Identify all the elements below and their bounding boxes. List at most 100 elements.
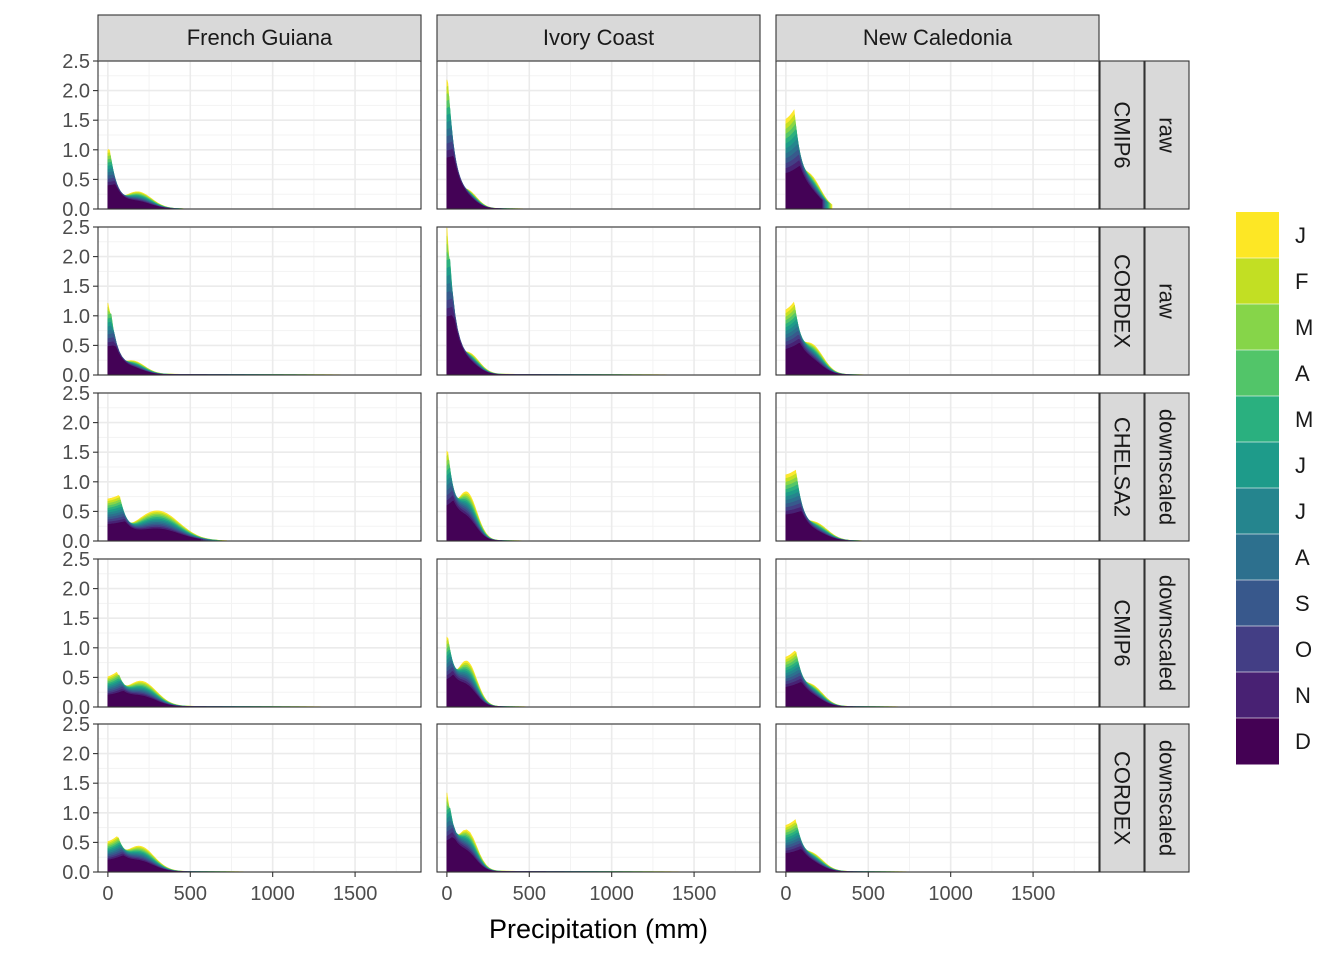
legend-color-swatch [1236, 442, 1279, 489]
column-strip: New Caledonia [775, 14, 1100, 62]
panel-border [775, 60, 1100, 210]
y-tick-label: 2.0 [62, 579, 90, 601]
legend-color-swatch [1236, 396, 1279, 443]
row-strip-source-bg [1099, 60, 1145, 210]
legend-label: M [1295, 315, 1313, 340]
legend-color-swatch [1236, 718, 1279, 765]
legend-label: S [1295, 591, 1310, 616]
row-strip-type-bg [1144, 392, 1190, 542]
y-tick-label: 0.0 [62, 697, 90, 719]
column-strip-bg [775, 14, 1100, 62]
row-strip: CORDEX raw [1099, 226, 1190, 376]
legend-color-swatch [1236, 534, 1279, 581]
panel [776, 392, 1099, 542]
legend-label: D [1295, 729, 1311, 754]
y-tick-label: 1.5 [62, 442, 90, 464]
row-strip-source-label: CMIP6 [1110, 599, 1135, 666]
row-strip-source-bg [1099, 392, 1145, 542]
row-strip-type-label: raw [1155, 117, 1180, 153]
y-tick-label: 1.0 [62, 472, 90, 494]
y-tick-label: 1.0 [62, 803, 90, 825]
y-tick-label: 0.5 [62, 169, 90, 191]
legend-label: J [1295, 499, 1306, 524]
x-tick-label: 1000 [589, 883, 634, 905]
panel-border [97, 558, 422, 708]
y-tick-label: 1.0 [62, 306, 90, 328]
legend-label: J [1295, 223, 1306, 248]
column-strip: French Guiana [97, 14, 422, 62]
panel [437, 226, 760, 376]
y-tick-label: 2.0 [62, 247, 90, 269]
month-density-area [785, 511, 848, 542]
panel-border [97, 226, 422, 376]
panel [437, 558, 760, 708]
y-tick-label: 0.5 [62, 335, 90, 357]
column-strip-label: Ivory Coast [543, 25, 654, 50]
y-tick-label: 0.5 [62, 501, 90, 523]
legend-label: A [1295, 361, 1310, 386]
row-strip-type-bg [1144, 723, 1190, 873]
panel-border [436, 60, 761, 210]
y-tick-label: 0.0 [62, 365, 90, 387]
panel-border [436, 723, 761, 873]
panel-border [436, 392, 761, 542]
x-tick-label: 0 [102, 883, 113, 905]
legend-label: M [1295, 407, 1313, 432]
legend-color-swatch [1236, 350, 1279, 397]
panel [98, 60, 421, 210]
legend-color-swatch [1236, 580, 1279, 627]
panel-border [436, 226, 761, 376]
row-strip: CHELSA2 downscaled [1099, 392, 1190, 542]
column-strip-bg [436, 14, 761, 62]
panel-border [436, 558, 761, 708]
column-strip-label: New Caledonia [863, 25, 1013, 50]
column-strip: Ivory Coast [436, 14, 761, 62]
y-tick-label: 0.5 [62, 832, 90, 854]
panel-border [97, 60, 422, 210]
panel [776, 226, 1099, 376]
month-density-area [107, 521, 201, 542]
y-tick-label: 2.5 [62, 51, 90, 73]
panel [437, 60, 760, 210]
row-strip-type-label: downscaled [1155, 740, 1180, 856]
legend-color-swatch [1236, 488, 1279, 535]
panel [776, 723, 1099, 873]
x-tick-label: 500 [852, 883, 885, 905]
legend-color-swatch [1236, 304, 1279, 351]
row-strip-source-bg [1099, 558, 1145, 708]
x-tick-label: 1500 [672, 883, 717, 905]
row-strip-type-label: downscaled [1155, 409, 1180, 525]
y-tick-label: 0.0 [62, 862, 90, 884]
density-panel-series [107, 149, 189, 210]
legend-label: F [1295, 269, 1308, 294]
density-panel-series [446, 636, 548, 708]
row-strip: CORDEX downscaled [1099, 723, 1190, 873]
legend-label: J [1295, 453, 1306, 478]
y-tick-label: 1.0 [62, 638, 90, 660]
density-panel-series [107, 495, 227, 542]
panel [98, 558, 421, 708]
x-tick-label: 0 [441, 883, 452, 905]
density-panel-series [785, 819, 928, 873]
legend-label: A [1295, 545, 1310, 570]
month-density-area [107, 184, 172, 210]
y-tick-label: 0.0 [62, 531, 90, 553]
row-strip-source-label: CORDEX [1110, 254, 1135, 348]
y-tick-label: 2.0 [62, 413, 90, 435]
x-tick-label: 500 [513, 883, 546, 905]
row-strip-source-label: CMIP6 [1110, 101, 1135, 168]
column-strip-bg [97, 14, 422, 62]
y-tick-label: 1.5 [62, 276, 90, 298]
y-tick-label: 0.5 [62, 667, 90, 689]
legend-color-swatch [1236, 626, 1279, 673]
y-tick-label: 2.5 [62, 549, 90, 571]
row-strip-type-bg [1144, 60, 1190, 210]
panel-border [775, 723, 1100, 873]
y-tick-label: 2.5 [62, 714, 90, 736]
y-tick-label: 2.0 [62, 744, 90, 766]
x-tick-label: 1500 [333, 883, 378, 905]
row-strip-source-label: CORDEX [1110, 751, 1135, 845]
y-tick-label: 1.0 [62, 140, 90, 162]
panel [776, 558, 1099, 708]
